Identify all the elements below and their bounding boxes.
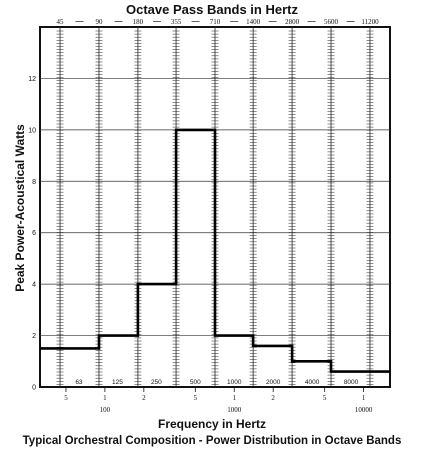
chart-title: Octave Pass Bands in Hertz	[126, 2, 298, 17]
band-edge-label: 710	[210, 18, 221, 26]
x-axis-label: Frequency in Hertz	[158, 417, 266, 431]
y-tick-label: 0	[32, 385, 36, 392]
band-edge-hatch	[366, 30, 374, 385]
band-edge-label: 11200	[361, 18, 379, 26]
band-center-label: 125	[112, 379, 123, 386]
x-decade-label: 100	[100, 406, 111, 414]
band-edge-label: 180	[133, 18, 144, 26]
band-center-label: 63	[75, 379, 83, 386]
series-group	[40, 128, 390, 373]
band-center-label: 1000	[227, 379, 242, 386]
y-tick-label: 4	[32, 282, 36, 289]
x-tick-label: 5	[323, 394, 327, 402]
y-tick-label: 8	[32, 179, 36, 186]
band-edge-hatch	[327, 30, 335, 385]
series-step-line	[40, 128, 390, 373]
y-tick-label: 2	[32, 333, 36, 340]
y-axis-label: Peak Power-Acoustical Watts	[13, 124, 27, 292]
x-decade-label: 1000	[227, 406, 242, 414]
x-tick-label: 1	[103, 394, 107, 402]
x-tick-label: 5	[64, 394, 68, 402]
band-edge-label: 355	[171, 18, 182, 26]
x-decade-label: 10000	[355, 406, 373, 414]
band-edge-label: 45	[57, 18, 65, 26]
band-edge-hatch	[134, 30, 142, 385]
x-tick-label: 1	[232, 394, 236, 402]
band-edge-label: 90	[95, 18, 103, 26]
y-tick-label: 12	[28, 76, 36, 83]
y-tick-label: 10	[28, 127, 36, 134]
x-tick-label: 2	[271, 394, 275, 402]
y-tick-label: 6	[32, 230, 36, 237]
x-tick-label: 5	[194, 394, 198, 402]
band-center-labels: 63 125 250 500 1000 2000 4000 8000	[75, 379, 358, 386]
band-center-label: 4000	[305, 379, 320, 386]
band-center-label: 500	[190, 379, 201, 386]
band-edge-labels: 45 90 180 355 710 1400 2800 5600 11200	[57, 18, 380, 26]
band-edge-hatch	[249, 30, 257, 385]
chart-caption: Typical Orchestral Composition - Power D…	[23, 435, 402, 447]
band-edge-label: 2800	[285, 18, 300, 26]
band-edge-label: 5600	[324, 18, 339, 26]
band-edge-hatch	[95, 30, 103, 385]
x-tick-label: 1	[362, 394, 366, 402]
y-axis-ticks: 0 2 4 6 8 10 12	[28, 76, 36, 392]
band-edge-rulers	[56, 27, 374, 387]
band-edge-label: 1400	[246, 18, 261, 26]
band-edge-hatch	[288, 30, 296, 385]
band-center-label: 2000	[266, 379, 281, 386]
band-center-label: 250	[151, 379, 162, 386]
x-tick-label: 2	[142, 394, 146, 402]
band-center-label: 8000	[344, 379, 359, 386]
